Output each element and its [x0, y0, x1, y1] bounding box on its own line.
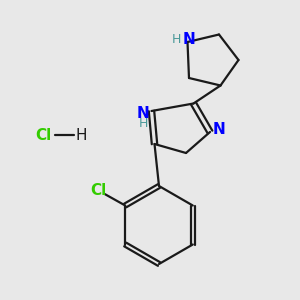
Text: H: H — [76, 128, 87, 142]
Text: N: N — [137, 106, 149, 122]
Text: Cl: Cl — [90, 183, 106, 198]
Text: N: N — [213, 122, 225, 136]
Text: H: H — [171, 33, 181, 46]
Text: Cl: Cl — [35, 128, 52, 142]
Text: H: H — [138, 117, 148, 130]
Text: N: N — [183, 32, 195, 47]
